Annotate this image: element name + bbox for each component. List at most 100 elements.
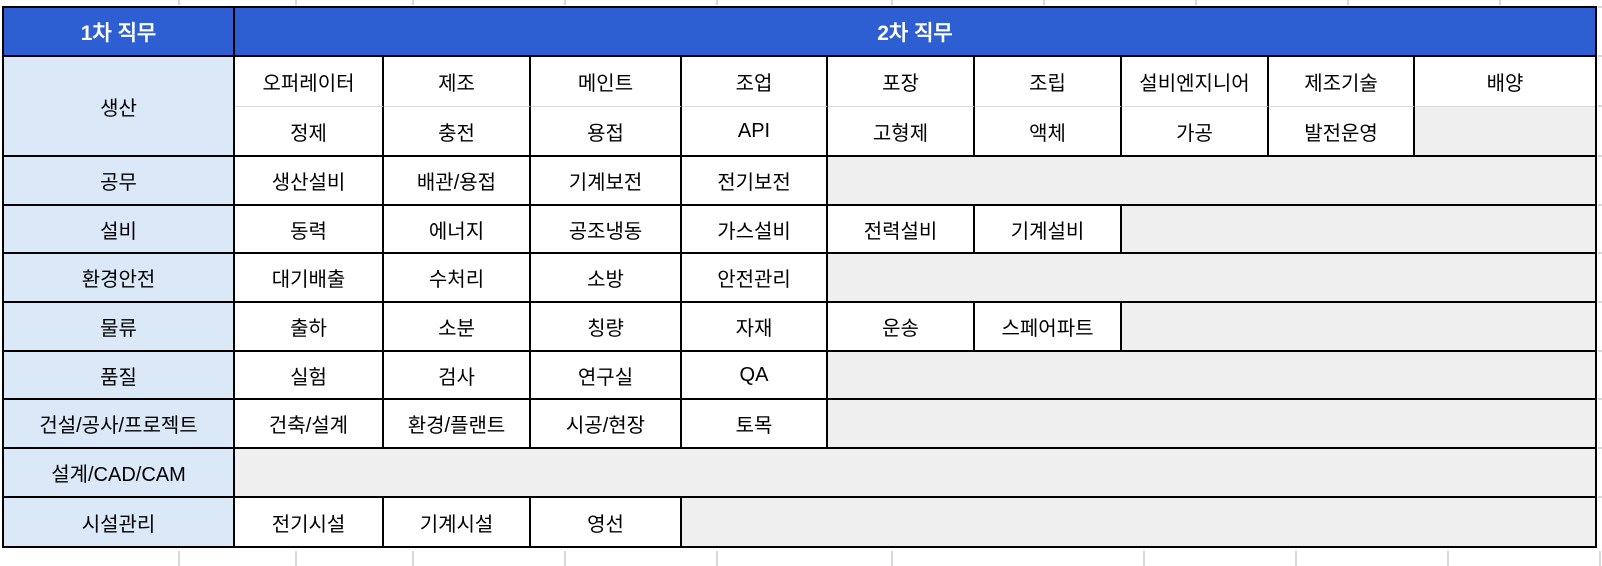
secondary-job-cell[interactable]: 조업 xyxy=(682,57,828,107)
gridline-tick xyxy=(1598,105,1602,107)
gridline-tick xyxy=(1499,0,1501,5)
secondary-job-cell[interactable]: 에너지 xyxy=(384,206,531,254)
secondary-job-cell[interactable]: 메인트 xyxy=(531,57,682,107)
secondary-job-cell[interactable]: 공조냉동 xyxy=(531,206,682,254)
job-category-table: 1차 직무 2차 직무 생산 오퍼레이터 제조 메인트 조업 포장 조립 설비엔… xyxy=(2,6,1597,548)
secondary-job-cell[interactable]: API xyxy=(682,107,828,157)
empty-cell[interactable] xyxy=(1122,206,1595,254)
secondary-job-cell[interactable]: 전기보전 xyxy=(682,157,828,206)
secondary-job-cell[interactable]: 제조기술 xyxy=(1269,57,1415,107)
gridline-tick xyxy=(1295,551,1297,566)
gridline-tick xyxy=(1598,447,1602,449)
secondary-job-cell[interactable]: 기계시설 xyxy=(384,498,531,546)
empty-cell[interactable] xyxy=(828,400,1595,449)
gridline-tick xyxy=(178,551,180,566)
secondary-job-cell[interactable]: 전력설비 xyxy=(828,206,975,254)
gridline-tick xyxy=(891,0,893,5)
primary-job-cell[interactable]: 공무 xyxy=(4,157,235,206)
gridline-tick xyxy=(1598,496,1602,498)
secondary-job-cell[interactable]: 소방 xyxy=(531,254,682,303)
secondary-job-cell[interactable]: 대기배출 xyxy=(235,254,384,303)
secondary-job-cell[interactable]: QA xyxy=(682,352,828,400)
secondary-job-cell[interactable]: 연구실 xyxy=(531,352,682,400)
secondary-job-cell[interactable]: 용접 xyxy=(531,107,682,157)
secondary-job-cell[interactable]: 생산설비 xyxy=(235,157,384,206)
gridline-tick xyxy=(1598,252,1602,254)
primary-job-cell[interactable]: 설비 xyxy=(4,206,235,254)
header-primary-job[interactable]: 1차 직무 xyxy=(4,8,235,57)
secondary-job-cell[interactable]: 기계보전 xyxy=(531,157,682,206)
gridline-tick xyxy=(1143,551,1145,566)
gridline-tick xyxy=(1598,350,1602,352)
primary-job-cell[interactable]: 생산 xyxy=(4,57,235,157)
gridline-tick xyxy=(412,0,414,5)
secondary-job-cell[interactable]: 칭량 xyxy=(531,303,682,352)
gridline-tick xyxy=(1347,0,1349,5)
primary-job-cell[interactable]: 환경안전 xyxy=(4,254,235,303)
secondary-job-cell[interactable]: 정제 xyxy=(235,107,384,157)
header-secondary-job[interactable]: 2차 직무 xyxy=(235,8,1595,57)
secondary-job-cell[interactable]: 기계설비 xyxy=(975,206,1122,254)
secondary-job-cell[interactable]: 가스설비 xyxy=(682,206,828,254)
empty-cell[interactable] xyxy=(235,449,1595,498)
secondary-job-cell[interactable]: 수처리 xyxy=(384,254,531,303)
secondary-job-cell[interactable]: 액체 xyxy=(975,107,1122,157)
empty-cell[interactable] xyxy=(1415,107,1595,157)
gridline-tick xyxy=(1598,6,1602,8)
secondary-job-cell[interactable]: 건축/설계 xyxy=(235,400,384,449)
gridline-tick xyxy=(1598,204,1602,206)
secondary-job-cell[interactable]: 오퍼레이터 xyxy=(235,57,384,107)
primary-job-cell[interactable]: 물류 xyxy=(4,303,235,352)
gridline-tick xyxy=(716,0,718,5)
empty-cell[interactable] xyxy=(1122,303,1595,352)
gridline-tick xyxy=(1598,55,1602,57)
gridline-tick xyxy=(1598,301,1602,303)
secondary-job-cell[interactable]: 고형제 xyxy=(828,107,975,157)
secondary-job-cell[interactable]: 안전관리 xyxy=(682,254,828,303)
secondary-job-cell[interactable]: 스페어파트 xyxy=(975,303,1122,352)
secondary-job-cell[interactable]: 영선 xyxy=(531,498,682,546)
gridline-tick xyxy=(1598,155,1602,157)
gridline-tick xyxy=(295,0,297,5)
secondary-job-cell[interactable]: 전기시설 xyxy=(235,498,384,546)
secondary-job-cell[interactable]: 자재 xyxy=(682,303,828,352)
gridline-tick xyxy=(1598,398,1602,400)
gridline-tick xyxy=(1599,551,1601,566)
secondary-job-cell[interactable]: 조립 xyxy=(975,57,1122,107)
gridline-tick xyxy=(178,0,180,5)
gridline-tick xyxy=(891,551,893,566)
gridline-tick xyxy=(412,551,414,566)
secondary-job-cell[interactable]: 토목 xyxy=(682,400,828,449)
secondary-job-cell[interactable]: 운송 xyxy=(828,303,975,352)
primary-job-cell[interactable]: 설계/CAD/CAM xyxy=(4,449,235,498)
primary-job-cell[interactable]: 품질 xyxy=(4,352,235,400)
secondary-job-cell[interactable]: 충전 xyxy=(384,107,531,157)
gridline-tick xyxy=(1043,0,1045,5)
secondary-job-cell[interactable]: 출하 xyxy=(235,303,384,352)
secondary-job-cell[interactable]: 실험 xyxy=(235,352,384,400)
secondary-job-cell[interactable]: 제조 xyxy=(384,57,531,107)
secondary-job-cell[interactable]: 발전운영 xyxy=(1269,107,1415,157)
primary-job-cell[interactable]: 시설관리 xyxy=(4,498,235,546)
empty-cell[interactable] xyxy=(828,254,1595,303)
secondary-job-cell[interactable]: 설비엔지니어 xyxy=(1122,57,1269,107)
secondary-job-cell[interactable]: 검사 xyxy=(384,352,531,400)
secondary-job-cell[interactable]: 소분 xyxy=(384,303,531,352)
secondary-job-cell[interactable]: 배관/용접 xyxy=(384,157,531,206)
secondary-job-cell[interactable]: 환경/플랜트 xyxy=(384,400,531,449)
secondary-job-cell[interactable]: 동력 xyxy=(235,206,384,254)
gridline-tick xyxy=(716,551,718,566)
gridline-tick xyxy=(564,0,566,5)
empty-cell[interactable] xyxy=(828,157,1595,206)
gridline-tick xyxy=(1195,0,1197,5)
secondary-job-cell[interactable]: 배양 xyxy=(1415,57,1595,107)
gridline-tick xyxy=(564,551,566,566)
empty-cell[interactable] xyxy=(828,352,1595,400)
secondary-job-cell[interactable]: 시공/현장 xyxy=(531,400,682,449)
secondary-job-cell[interactable]: 가공 xyxy=(1122,107,1269,157)
gridline-tick xyxy=(295,551,297,566)
secondary-job-cell[interactable]: 포장 xyxy=(828,57,975,107)
empty-cell[interactable] xyxy=(682,498,1595,546)
primary-job-cell[interactable]: 건설/공사/프로젝트 xyxy=(4,400,235,449)
